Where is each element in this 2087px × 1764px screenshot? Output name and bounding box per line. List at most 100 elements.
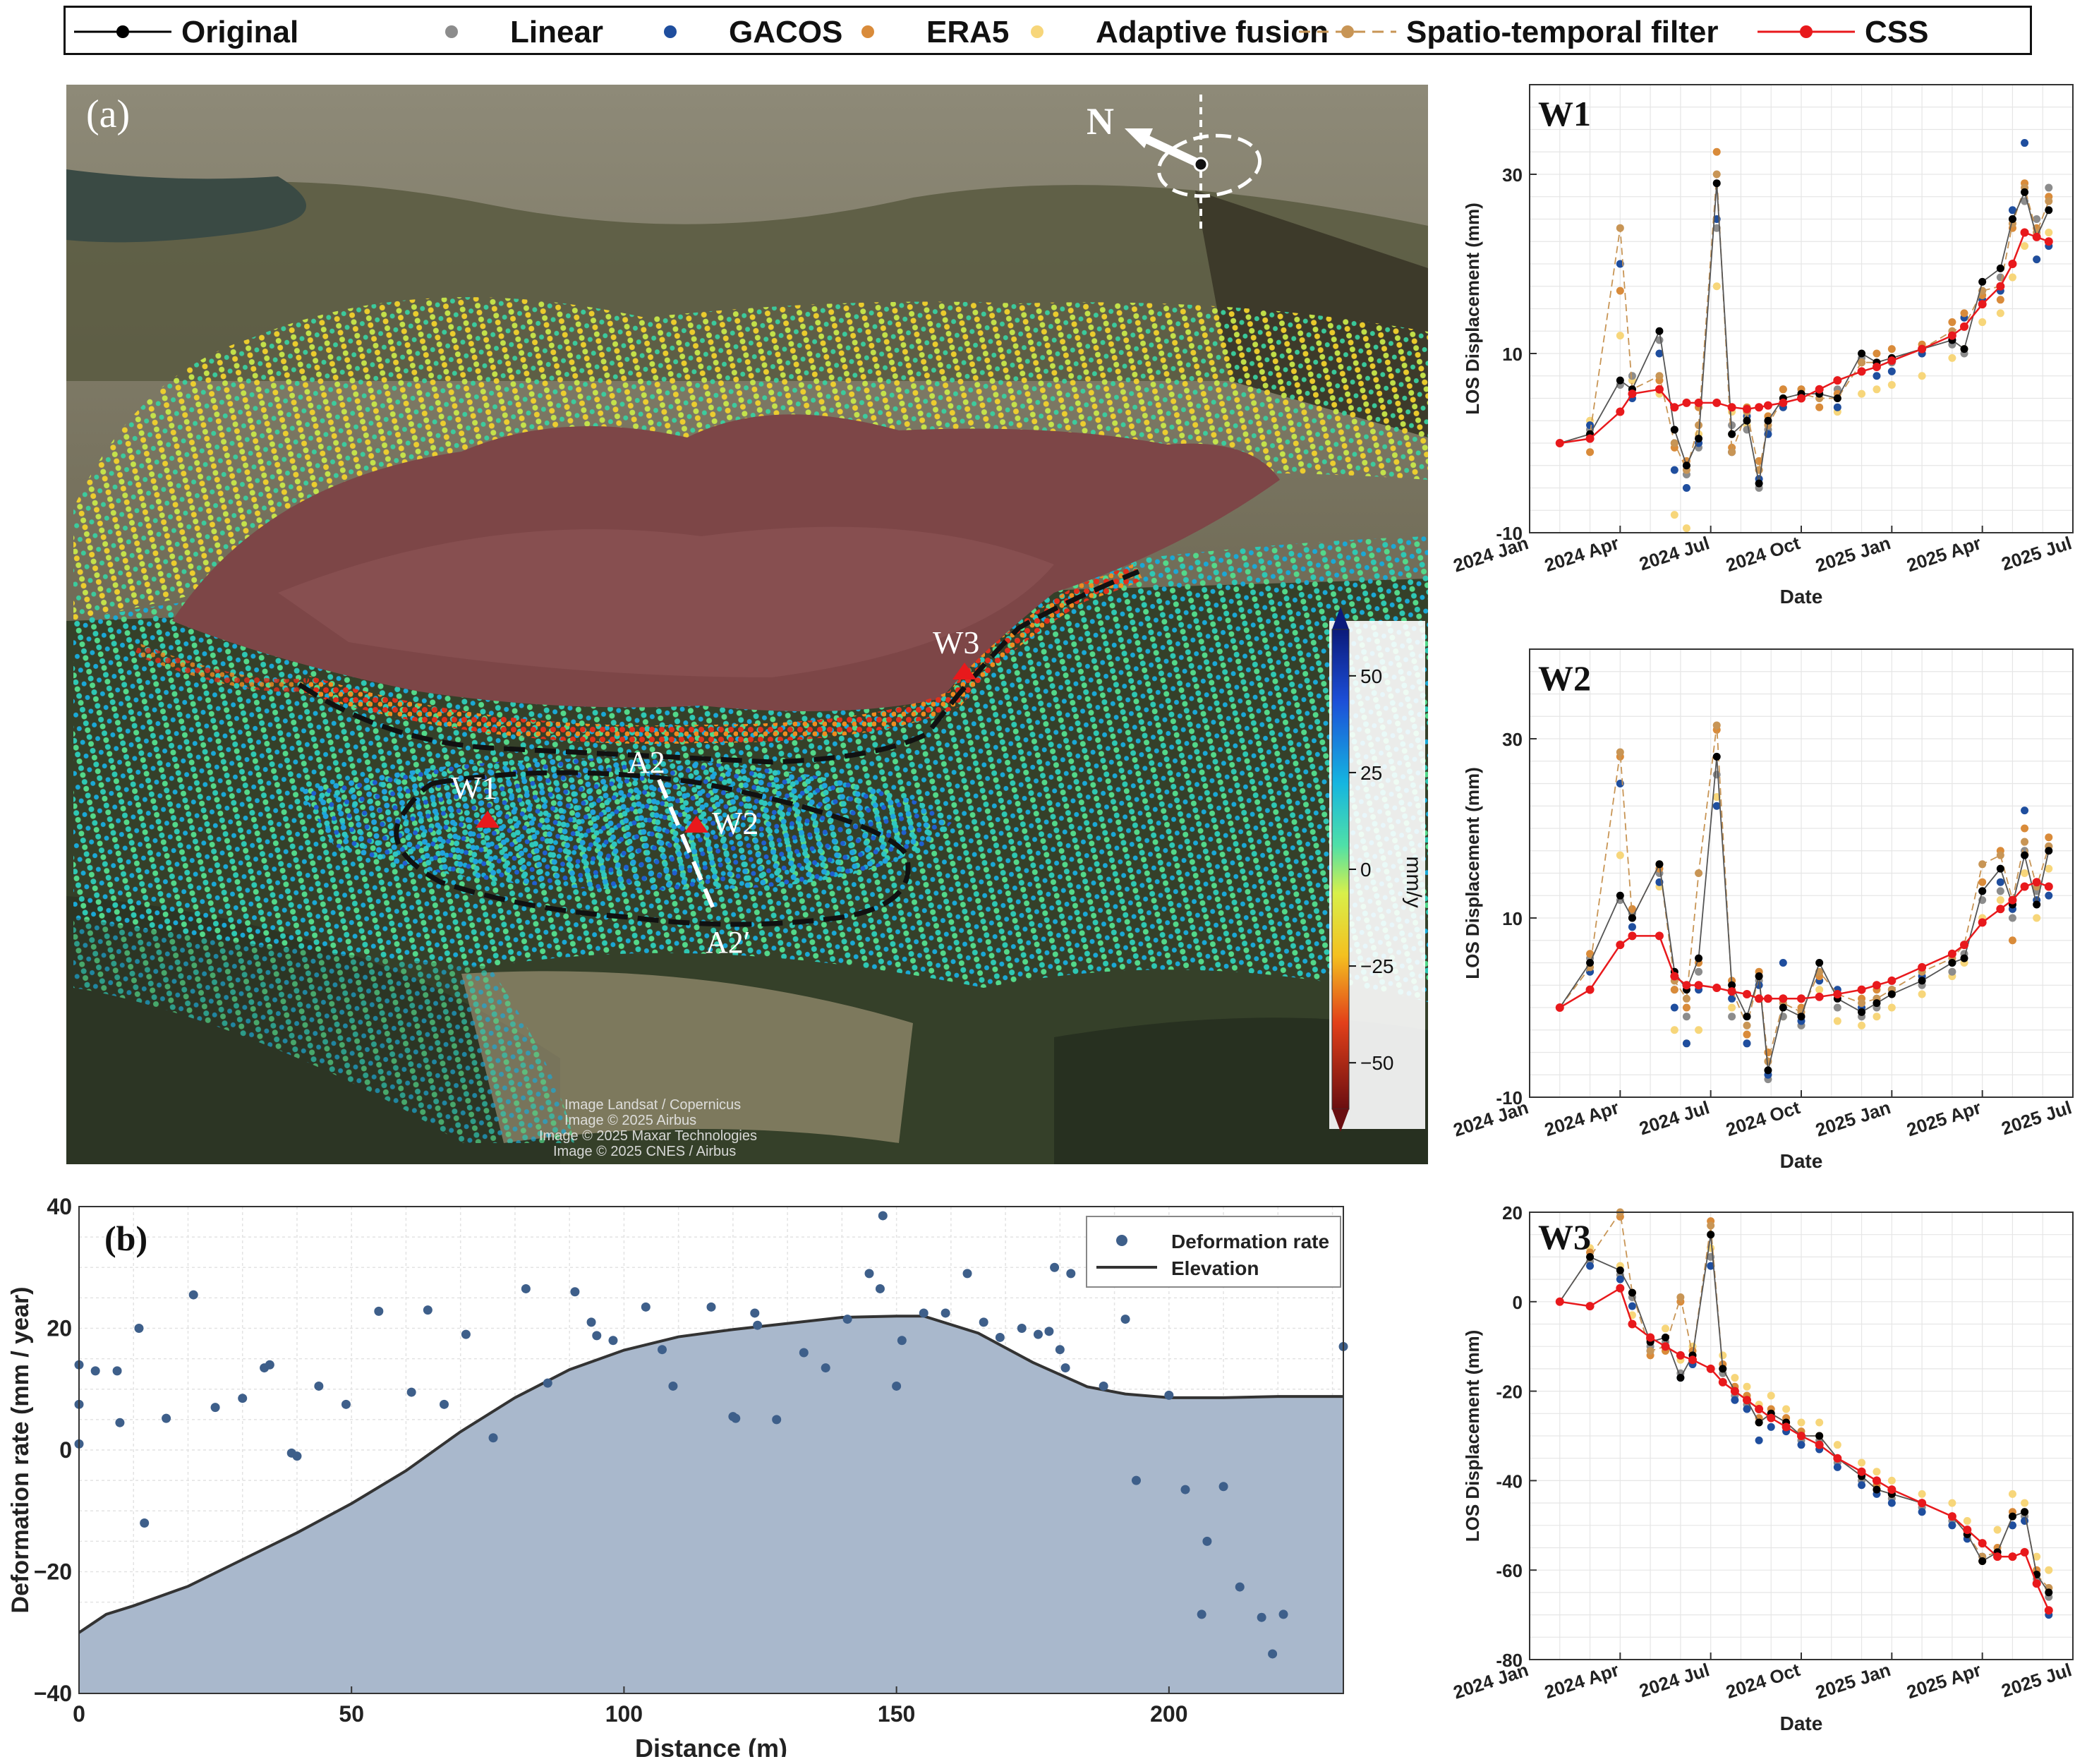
series-css [1555,878,2053,1012]
data-point [2045,183,2053,192]
data-point [1712,224,1721,232]
data-point [1719,1351,1727,1360]
data-point [1918,962,1927,972]
data-point [1727,987,1736,996]
data-point [1731,1396,1739,1404]
data-point [1996,896,2004,905]
y-axis-label: LOS Displacement (mm) [1462,767,1483,979]
data-point [1655,385,1664,394]
deformation-point [238,1394,248,1403]
deformation-point [406,1387,416,1397]
x-tick-label: 2024 Jul [1637,532,1712,574]
data-point [1978,878,1987,886]
data-point [1616,224,1624,232]
data-point [1887,367,1896,375]
north-label: N [1087,100,1114,143]
marker-w1-icon [476,811,500,828]
data-point [1694,398,1703,407]
data-point [1978,1557,1987,1566]
data-point [1978,1539,1987,1548]
data-point [1655,349,1664,358]
deformation-point [1050,1262,1060,1272]
data-point [2044,882,2053,891]
data-point [1996,282,2005,291]
y-tick-label: 30 [1502,164,1523,186]
data-point [1797,394,1805,403]
data-point [1960,345,1968,354]
data-point [2008,1552,2017,1561]
data-point [1887,976,1897,985]
data-point [1670,466,1678,474]
data-point [1695,421,1703,430]
data-point [2021,1508,2029,1516]
data-point [1948,959,1956,967]
data-point [1963,1526,1972,1535]
north-arrow-icon [1125,95,1262,233]
deformation-point [940,1308,950,1318]
data-point [2033,255,2041,264]
x-tick-label: 2025 Jan [1813,532,1893,576]
data-point [1616,941,1625,950]
data-point [1616,1266,1624,1274]
data-point [2021,824,2029,833]
data-point [1993,1552,2002,1561]
data-point [1628,1319,1637,1329]
data-point [1815,1418,1824,1427]
x-tick-label: 200 [1150,1701,1187,1727]
deformation-point [919,1308,928,1318]
data-point [1616,891,1624,900]
legend-graphic: Original Linear GACOS ERA5 Adaptive fusion Sp… [74,15,1928,49]
y-tick-label: 20 [47,1316,72,1341]
data-point [1833,1017,1841,1025]
data-point [1960,309,1968,318]
dam-boundary-outline [298,569,1140,765]
legend-marker [1031,25,1044,38]
deformation-point [90,1366,100,1376]
deformation-point [188,1290,198,1300]
deformation-point [750,1308,760,1318]
data-point [1755,1418,1763,1427]
data-point [1655,860,1664,869]
data-point [1797,1432,1805,1440]
deformation-point [1164,1390,1174,1400]
deformation-point [1268,1649,1278,1659]
data-point [2008,260,2017,268]
legend-label: Adaptive fusion [1096,15,1329,49]
data-point [1695,869,1703,877]
data-point [1694,981,1703,990]
marker-w2-icon [684,816,708,833]
data-point [1815,385,1824,394]
x-tick-label: 2024 Jul [1637,1097,1712,1139]
legend-marker [861,25,874,38]
data-point [1948,354,1956,362]
data-point [1815,403,1824,411]
data-point [1996,309,2004,318]
elevation-area [79,1316,1343,1693]
data-point [1585,985,1595,994]
data-point [1586,1262,1595,1270]
data-point [1743,989,1751,998]
data-point [1628,923,1636,931]
data-point [2021,139,2029,147]
deformation-point [979,1317,988,1327]
colorbar-tick-label: 0 [1360,859,1372,881]
data-point [1661,1342,1670,1351]
y-axis-label: LOS Displacement (mm) [1462,203,1483,415]
data-point [1695,967,1703,976]
data-point [2021,869,2029,877]
data-point [1873,1468,1881,1476]
data-point [1872,981,1881,990]
data-point [1695,1026,1703,1034]
x-tick-label: 2025 Apr [1904,532,1984,576]
data-point [1887,990,1896,998]
data-point [1555,439,1564,447]
data-point [1815,959,1824,967]
x-tick-label: 150 [878,1701,915,1727]
data-point [2021,242,2029,250]
x-tick-label: 2025 Apr [1904,1659,1984,1703]
data-point [2044,1606,2053,1615]
data-point [1779,385,1787,394]
attribution-line-1: Image Landsat / Copernicus [564,1097,741,1113]
data-point [1655,931,1664,941]
